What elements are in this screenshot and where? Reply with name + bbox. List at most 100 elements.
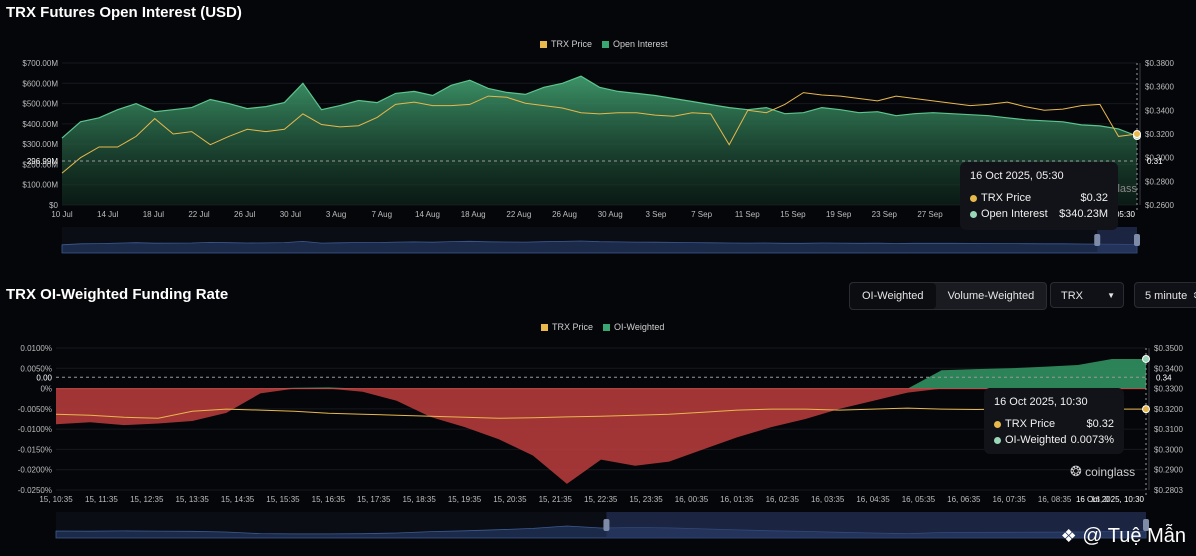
legend-label: TRX Price <box>551 39 593 49</box>
y-right-tick-label: $0.3100 <box>1154 425 1183 434</box>
crosshair-right-label: 0.31 <box>1147 157 1163 166</box>
tooltip-date: 16 Oct 2025, 05:30 <box>970 170 1064 182</box>
x-tick-label: 15, 18:35 <box>402 495 436 504</box>
y-right-tick-label: $0.3000 <box>1145 154 1174 163</box>
x-tick-label: 16, 07:35 <box>993 495 1027 504</box>
x-tick-label: 3 Sep <box>645 210 666 219</box>
y-right-tick-label: $0.2600 <box>1145 201 1174 210</box>
x-tick-label: 15, 20:35 <box>493 495 527 504</box>
interval-select[interactable]: 5 minute ⇕ <box>1134 282 1196 308</box>
y-right-tick-label: $0.3800 <box>1145 59 1174 68</box>
x-tick-label: 14 Aug <box>415 210 440 219</box>
legend-item-trx-price[interactable]: TRX Price <box>541 322 593 332</box>
author-credit: ❖ @ Tuệ Mẫn <box>1061 525 1186 548</box>
x-tick-label: 16, 00:35 <box>675 495 709 504</box>
legend-swatch <box>540 41 547 49</box>
trx-price-line <box>61 92 1138 174</box>
funding-rate-chart[interactable]: -0.0250% -0.0200% -0.0150% -0.0100% -0.0050%… <box>0 336 1196 556</box>
tooltip-row-price: TRX Price $0.32 <box>994 418 1114 430</box>
toggle-oi-weighted[interactable]: OI-Weighted <box>850 283 936 309</box>
navigator-selection <box>606 512 1146 538</box>
coinglass-logo-icon: ❂ <box>1070 463 1082 479</box>
x-tick-label: 15, 14:35 <box>221 495 255 504</box>
x-tick-label: 27 Sep <box>917 210 943 219</box>
chevron-down-icon: ▼ <box>1107 291 1115 300</box>
x-tick-label: 16, 04:35 <box>856 495 890 504</box>
x-tick-label: 16, 05:35 <box>902 495 936 504</box>
x-tick-label: 15, 12:35 <box>130 495 164 504</box>
legend-swatch <box>541 324 548 332</box>
legend-item-oi-weighted[interactable]: OI-Weighted <box>603 322 664 332</box>
open-interest-chart[interactable]: $0 $100.00M $200.00M $300.00M $400.00M $500.0… <box>0 50 1196 270</box>
x-tick-label: 26 Jul <box>234 210 256 219</box>
y-right-tick-label: $0.3400 <box>1154 364 1183 373</box>
navigator-handle-left[interactable] <box>603 519 610 531</box>
y-left-tick-label: 0.0100% <box>20 344 52 353</box>
y-right-tick-label: $0.2803 <box>1154 486 1183 495</box>
x-tick-label: 16, 01:35 <box>720 495 754 504</box>
y-left-tick-label: 0.0050% <box>20 364 52 373</box>
x-tick-label: 18 Jul <box>143 210 165 219</box>
x-tick-label: 19 Sep <box>826 210 852 219</box>
series-marker <box>1142 354 1150 363</box>
y-left-tick-label: -0.0150% <box>18 445 52 454</box>
y-right-tick-label: $0.2800 <box>1145 177 1174 186</box>
funding-chart-title: TRX OI-Weighted Funding Rate <box>6 286 229 303</box>
tooltip-value: $0.32 <box>1086 418 1114 430</box>
x-tick-label: 16, 08:35 <box>1038 495 1072 504</box>
positive-funding-area <box>56 359 1146 389</box>
y-left-tick-label: $400.00M <box>22 120 58 129</box>
navigator-handle-right[interactable] <box>1143 519 1149 531</box>
open-interest-area <box>62 76 1137 205</box>
watermark-text: coinglass <box>1085 465 1136 479</box>
x-tick-label: 30 Jul <box>280 210 302 219</box>
x-tick-label: 16, 02:35 <box>766 495 800 504</box>
y-left-tick-label: -0.0200% <box>18 466 52 475</box>
x-cursor-label: 16 Oct 2025, 10:30 <box>1076 495 1145 504</box>
x-tick-label: 15, 17:35 <box>357 495 391 504</box>
tooltip-label: Open Interest <box>981 208 1048 220</box>
x-tick-label: 22 Aug <box>506 210 531 219</box>
tooltip-label: OI-Weighted <box>1005 434 1067 446</box>
x-tick-label: 15, 19:35 <box>448 495 482 504</box>
y-right-tick-label: $0.3300 <box>1154 385 1183 394</box>
x-tick-label: 30 Aug <box>598 210 623 219</box>
legend-label: Open Interest <box>613 39 668 49</box>
crosshair-left-label: 296.99M <box>27 157 58 166</box>
legend-item-trx-price[interactable]: TRX Price <box>540 39 592 49</box>
x-tick-label: 7 Sep <box>691 210 712 219</box>
y-left-tick-label: 0% <box>40 385 52 394</box>
navigator-handle-left[interactable] <box>1094 234 1101 246</box>
oi-chart-legend: TRX Price Open Interest <box>540 39 668 49</box>
crosshair-right-label: 0.34 <box>1156 373 1172 382</box>
funding-chart-legend: TRX Price OI-Weighted <box>541 322 664 332</box>
credit-text: @ Tuệ Mẫn <box>1082 525 1186 547</box>
y-left-tick-label: $700.00M <box>22 59 58 68</box>
y-left-tick-label: -0.0100% <box>18 425 52 434</box>
tooltip-row-oi-weighted: OI-Weighted 0.0073% <box>994 434 1114 446</box>
oi-tooltip: 16 Oct 2025, 05:30 TRX Price $0.32 Open … <box>960 162 1118 230</box>
x-tick-label: 15, 16:35 <box>312 495 346 504</box>
weighting-toggle[interactable]: OI-Weighted Volume-Weighted <box>849 282 1048 310</box>
legend-swatch <box>602 41 610 49</box>
x-tick-label: 23 Sep <box>872 210 898 219</box>
navigator-handle-right[interactable] <box>1134 234 1140 246</box>
y-right-tick-label: $0.3600 <box>1145 83 1174 92</box>
y-right-tick-label: $0.3200 <box>1145 130 1174 139</box>
tooltip-label: TRX Price <box>981 192 1032 204</box>
x-tick-label: 16, 0 <box>1091 495 1109 504</box>
tooltip-dot <box>994 420 1001 428</box>
x-tick-label: 3 Aug <box>326 210 346 219</box>
coin-select[interactable]: TRX ▼ <box>1050 282 1124 308</box>
y-right-tick-label: $0.3200 <box>1154 405 1183 414</box>
x-tick-label: 14 Jul <box>97 210 119 219</box>
legend-label: OI-Weighted <box>614 322 665 332</box>
x-tick-label: 10 Jul <box>51 210 73 219</box>
y-left-tick-label: $100.00M <box>22 181 58 190</box>
toggle-volume-weighted[interactable]: Volume-Weighted <box>947 290 1035 302</box>
interval-select-value: 5 minute <box>1145 290 1188 302</box>
oi-chart-title: TRX Futures Open Interest (USD) <box>6 4 242 21</box>
legend-item-open-interest[interactable]: Open Interest <box>602 39 668 49</box>
x-tick-label: 26 Aug <box>552 210 577 219</box>
x-tick-label: 16, 06:35 <box>947 495 981 504</box>
